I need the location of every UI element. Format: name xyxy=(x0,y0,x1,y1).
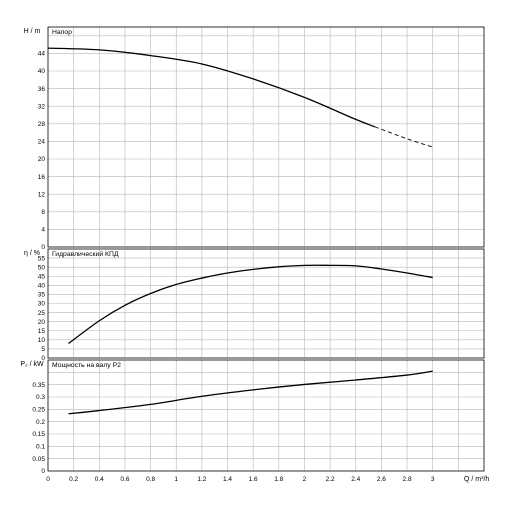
y-tick-label: 20 xyxy=(38,319,46,326)
y-axis-label: H / m xyxy=(24,28,41,35)
panel-title: Гидравлический КПД xyxy=(52,250,119,258)
panel-title: Напор xyxy=(52,29,72,36)
panel-title: Мощность на валу P2 xyxy=(52,362,121,369)
x-tick-label: 2.4 xyxy=(351,476,360,483)
x-tick-label: 1.8 xyxy=(274,476,283,483)
chart-panel-2: 0 5 10 15 20 25 30 35 40 45 50 55η / % Гидравлически… xyxy=(24,248,485,362)
y-tick-label: 44 xyxy=(38,51,46,58)
y-tick-label: 45 xyxy=(38,273,46,280)
x-axis-label: Q / m³/h xyxy=(464,476,489,483)
y-tick-label: 0 xyxy=(41,468,45,475)
series-line-1 xyxy=(68,264,433,344)
y-tick-label: 40 xyxy=(38,68,46,75)
x-tick-label: 0 xyxy=(46,476,50,483)
y-axis-label: P₂ / kW xyxy=(20,361,44,368)
x-tick-label: 2.2 xyxy=(326,476,335,483)
y-tick-label: 50 xyxy=(38,264,46,271)
x-tick-label: 0.6 xyxy=(120,476,129,483)
series-line-1 xyxy=(47,47,376,128)
y-tick-label: 10 xyxy=(38,337,46,344)
x-tick-label: 2 xyxy=(303,476,307,483)
y-tick-label: 28 xyxy=(38,121,46,128)
y-tick-label: 40 xyxy=(38,283,46,290)
y-tick-label: 8 xyxy=(41,209,45,216)
y-tick-label: 12 xyxy=(38,191,46,198)
plot-frame xyxy=(47,359,485,472)
y-axis-label: η / % xyxy=(24,250,40,257)
y-tick-label: 24 xyxy=(38,139,46,146)
x-tick-label: 2.8 xyxy=(403,476,412,483)
x-tick-label: 3 xyxy=(431,476,435,483)
x-tick-label: 1.6 xyxy=(249,476,258,483)
y-tick-label: 0.3 xyxy=(36,394,45,401)
y-tick-label: 15 xyxy=(38,328,46,335)
y-tick-label: 55 xyxy=(38,255,46,262)
y-tick-label: 36 xyxy=(38,86,46,93)
plot-frame xyxy=(47,248,485,359)
y-tick-label: 0.1 xyxy=(36,444,45,451)
x-tick-label: 1.2 xyxy=(197,476,206,483)
x-tick-label: 0.2 xyxy=(69,476,78,483)
y-tick-label: 0.2 xyxy=(36,419,45,426)
x-tick-label: 1.4 xyxy=(223,476,232,483)
plot-frame xyxy=(47,26,485,248)
series-line-1 xyxy=(68,370,433,415)
y-tick-label: 4 xyxy=(41,227,45,234)
y-tick-label: 16 xyxy=(38,174,46,181)
y-tick-label: 35 xyxy=(38,292,46,299)
x-tick-label: 0.8 xyxy=(146,476,155,483)
y-tick-label: 5 xyxy=(41,346,45,353)
y-tick-label: 0 xyxy=(41,244,45,251)
y-tick-label: 25 xyxy=(38,310,46,317)
series-line-2 xyxy=(374,126,433,148)
x-tick-label: 0.4 xyxy=(95,476,104,483)
x-tick-label: 1 xyxy=(174,476,178,483)
chart-panel-1: 0 4 8 12 16 20 24 28 32 36 40 44 H / m Напор xyxy=(24,26,485,251)
y-tick-label: 32 xyxy=(38,103,46,110)
chart-panel-3: 0 0.05 0.1 0.15 0.2 0.25 0.3 0.35 P₂ / kW Мощност… xyxy=(20,359,489,483)
y-tick-label: 0.35 xyxy=(32,382,45,389)
x-tick-label: 2.6 xyxy=(377,476,386,483)
y-tick-label: 20 xyxy=(38,156,46,163)
y-tick-label: 0.05 xyxy=(32,456,45,463)
y-tick-label: 0.15 xyxy=(32,431,45,438)
y-tick-label: 0 xyxy=(41,355,45,362)
y-tick-label: 0.25 xyxy=(32,407,45,414)
y-tick-label: 30 xyxy=(38,301,46,308)
